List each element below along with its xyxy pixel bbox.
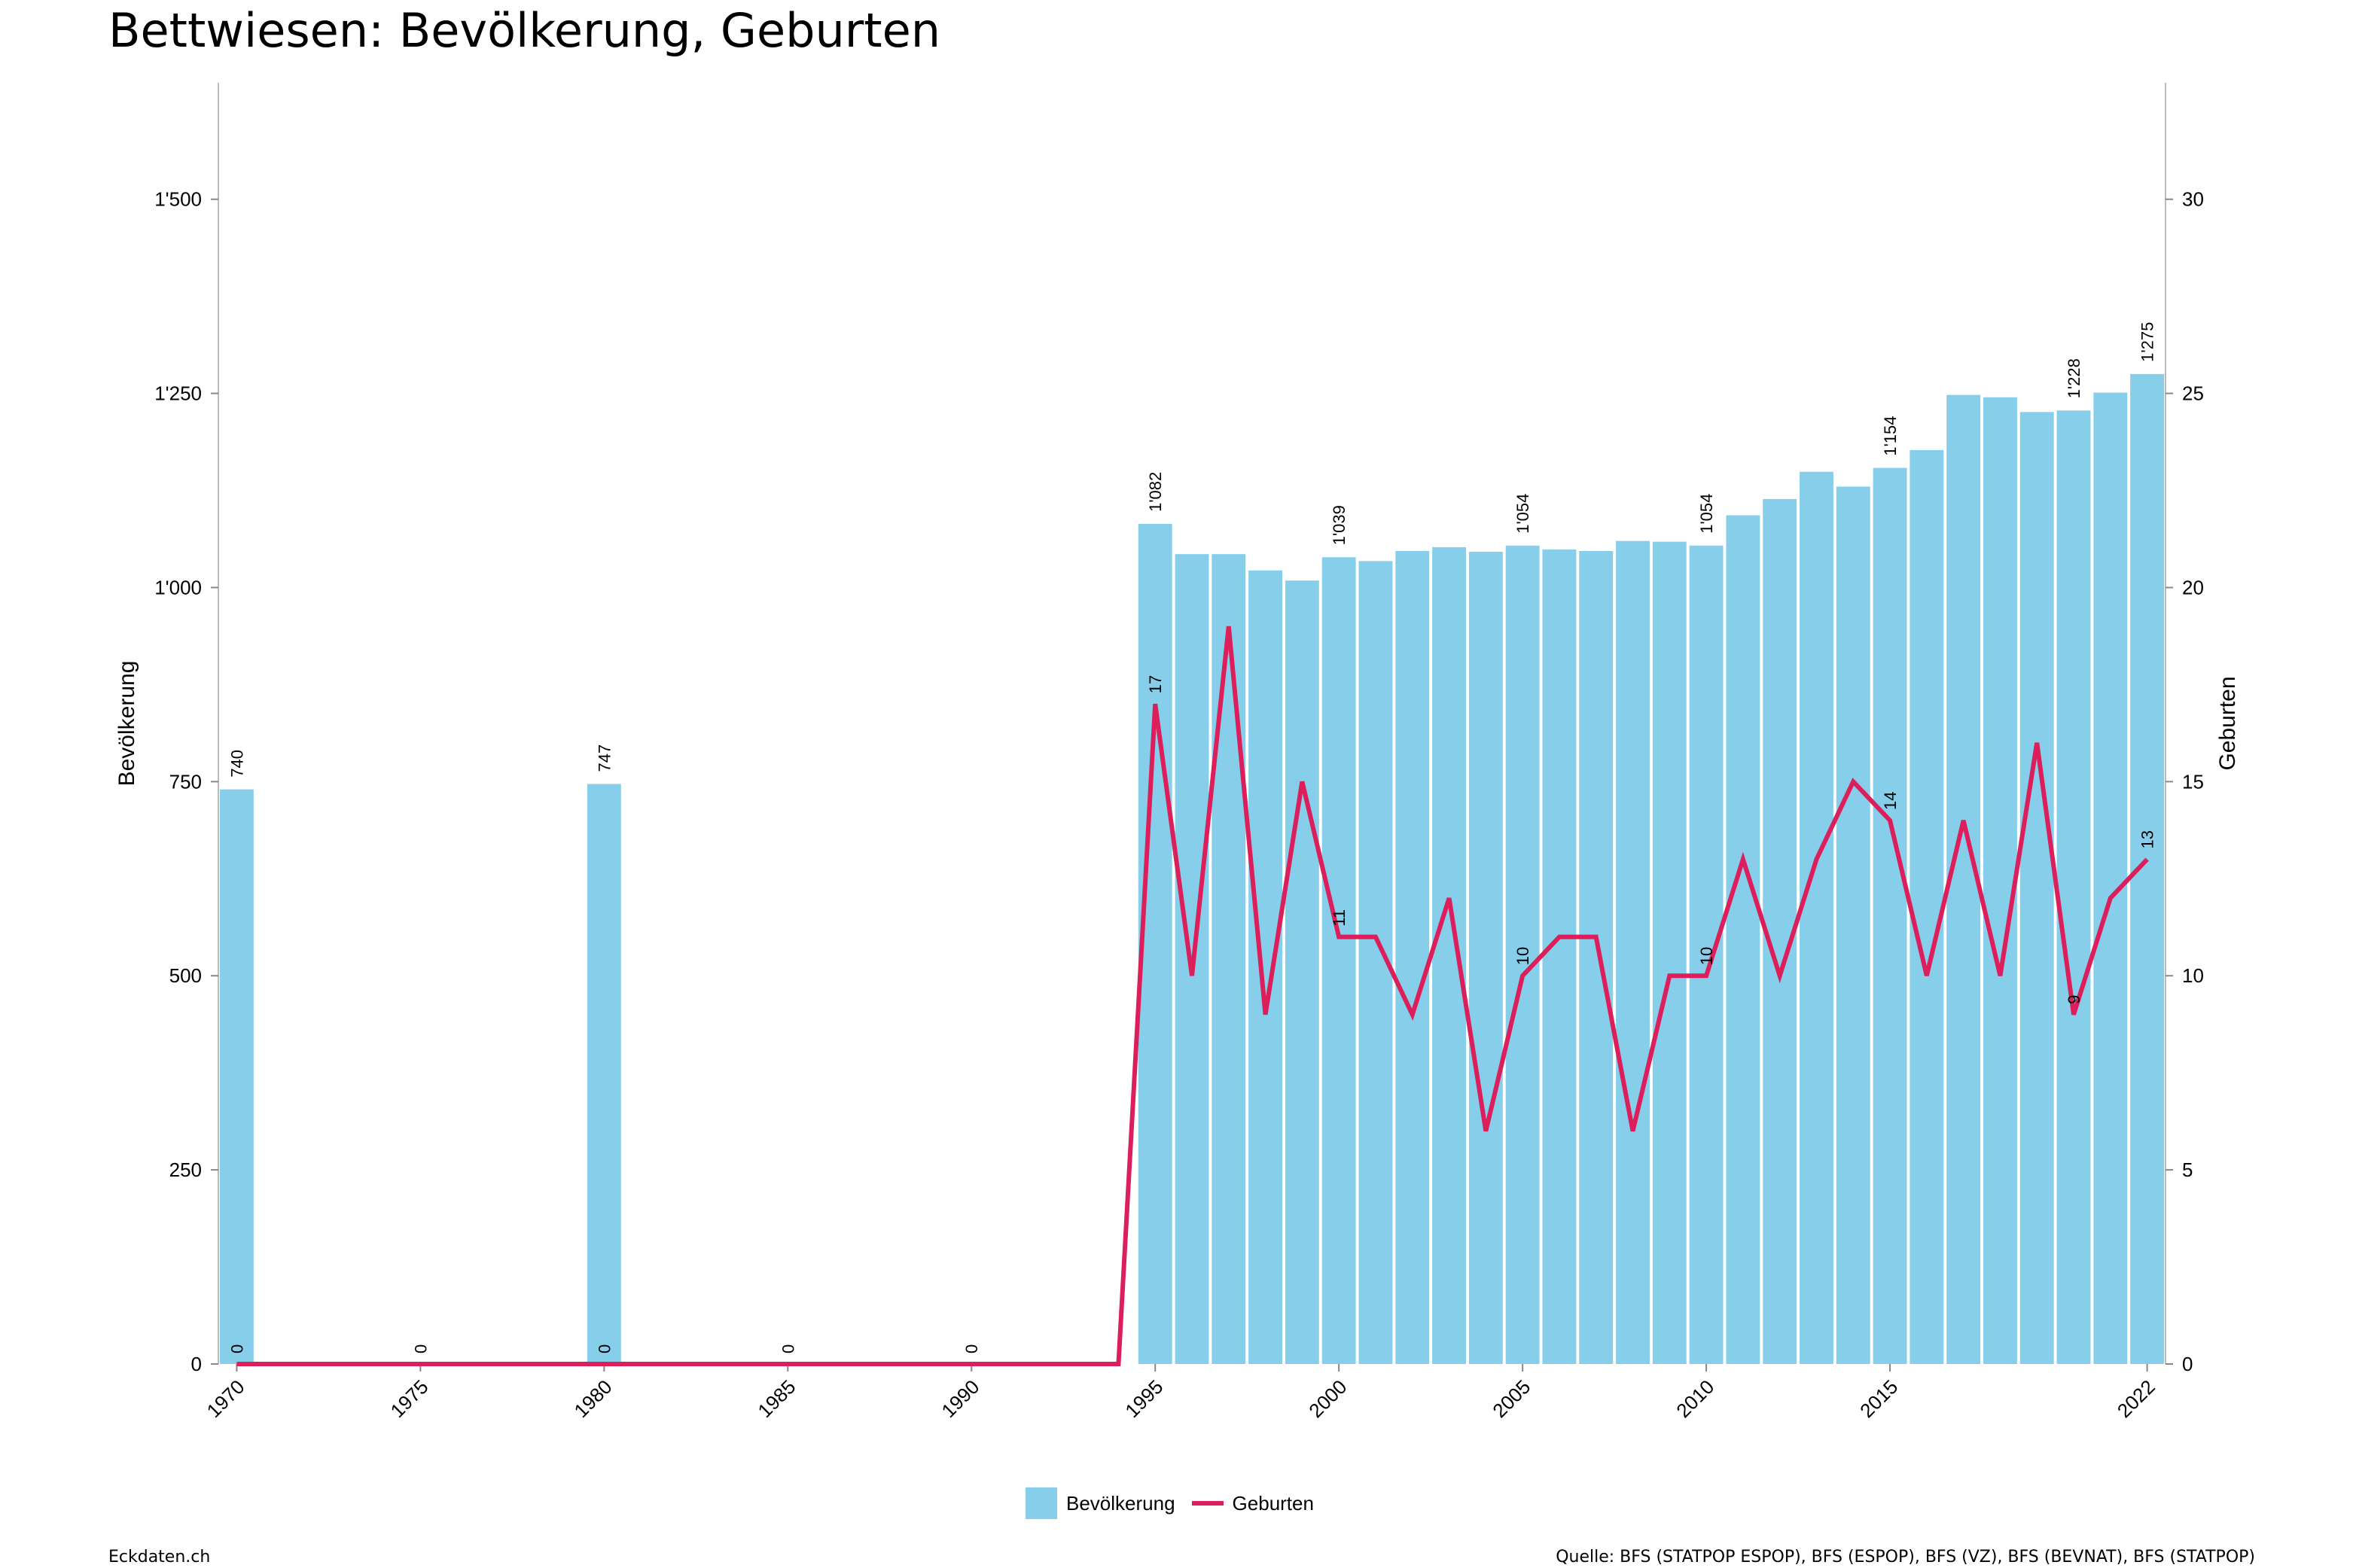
bar-bevoelkerung <box>1836 486 1870 1364</box>
line-value-label: 17 <box>1146 675 1165 693</box>
x-tick-label: 2010 <box>1672 1375 1718 1422</box>
x-tick-label: 1995 <box>1120 1375 1167 1422</box>
bar-bevoelkerung <box>1505 545 1540 1365</box>
line-geburten <box>236 626 2149 1366</box>
bar-bevoelkerung <box>1652 541 1687 1364</box>
line-value-label: 13 <box>2138 830 2157 848</box>
legend-label-bevoelkerung: Bevölkerung <box>1066 1491 1175 1515</box>
bar-bevoelkerung <box>1873 467 1907 1364</box>
legend: Bevölkerung Geburten <box>1026 1487 1314 1519</box>
bar-bevoelkerung <box>2093 392 2128 1365</box>
line-value-label: 0 <box>962 1344 981 1353</box>
x-tick-label: 1985 <box>753 1375 800 1422</box>
y2-tick-label: 10 <box>2182 964 2204 987</box>
bar-bevoelkerung <box>1983 397 2017 1364</box>
y-tick-label: 250 <box>169 1158 202 1181</box>
footer-brand: Eckdaten.ch <box>108 1548 211 1566</box>
bar-bevoelkerung <box>587 784 621 1364</box>
y-tick-label: 0 <box>191 1353 202 1375</box>
bar-bevoelkerung <box>1248 570 1283 1364</box>
line-value-label: 10 <box>1513 947 1532 965</box>
bar-value-label: 1'154 <box>1881 416 1900 455</box>
bar-value-label: 740 <box>227 750 246 778</box>
line-value-label: 0 <box>227 1344 246 1353</box>
y-tick-label: 1'000 <box>154 576 202 598</box>
bar-value-label: 1'054 <box>1697 494 1716 534</box>
line-value-label: 9 <box>2065 995 2083 1004</box>
line-value-label: 10 <box>1697 947 1716 965</box>
bar-value-label: 1'228 <box>2065 358 2083 398</box>
y-tick-label: 500 <box>169 964 202 987</box>
x-tick-label: 2015 <box>1855 1375 1902 1422</box>
x-tick-label: 2000 <box>1304 1375 1351 1422</box>
bar-value-label: 1'275 <box>2138 322 2157 362</box>
y2-tick-label: 5 <box>2182 1158 2193 1181</box>
legend-swatch-geburten <box>1191 1501 1224 1506</box>
bar-bevoelkerung <box>2056 410 2091 1365</box>
bar-bevoelkerung <box>1946 394 1981 1364</box>
bar-bevoelkerung <box>1468 552 1503 1364</box>
bar-bevoelkerung <box>1212 554 1246 1365</box>
bar-bevoelkerung <box>2019 412 2054 1364</box>
bar-value-label: 1'039 <box>1330 505 1349 545</box>
bar-bevoelkerung <box>1285 580 1319 1365</box>
bar-bevoelkerung <box>1800 471 1833 1364</box>
line-value-label: 14 <box>1881 791 1900 809</box>
y2-tick-label: 15 <box>2182 770 2204 793</box>
y2-tick-label: 25 <box>2182 382 2204 405</box>
bar-bevoelkerung <box>1542 549 1577 1364</box>
chart-title: Bettwiesen: Bevölkerung, Geburten <box>108 3 941 58</box>
bar-bevoelkerung <box>1616 540 1650 1364</box>
bar-bevoelkerung <box>1726 515 1760 1364</box>
legend-label-geburten: Geburten <box>1232 1491 1314 1515</box>
x-tick-label: 1975 <box>386 1375 432 1422</box>
x-tick-label: 2005 <box>1488 1375 1535 1422</box>
bar-bevoelkerung <box>1579 551 1614 1364</box>
y2-tick-label: 20 <box>2182 576 2204 598</box>
x-tick-label: 2022 <box>2113 1375 2159 1422</box>
bar-value-label: 1'054 <box>1513 494 1532 534</box>
line-value-label: 11 <box>1330 909 1349 927</box>
x-tick-label: 1990 <box>937 1375 983 1422</box>
line-value-label: 0 <box>779 1344 797 1353</box>
bar-bevoelkerung <box>1910 449 1944 1364</box>
bar-value-label: 747 <box>595 744 614 772</box>
y-tick-label: 750 <box>169 770 202 793</box>
footer-source: Quelle: BFS (STATPOP ESPOP), BFS (ESPOP)… <box>1556 1548 2255 1566</box>
y2-axis-title: Geburten <box>2215 676 2240 770</box>
bar-bevoelkerung <box>1321 557 1356 1364</box>
line-value-label: 0 <box>595 1344 614 1353</box>
legend-swatch-bevoelkerung <box>1026 1487 1057 1519</box>
x-tick-label: 1970 <box>203 1375 249 1422</box>
x-tick-label: 1980 <box>569 1375 616 1422</box>
bar-bevoelkerung <box>219 789 254 1364</box>
y2-tick-label: 0 <box>2182 1353 2193 1375</box>
bar-bevoelkerung <box>1689 545 1724 1365</box>
bar-bevoelkerung <box>1395 551 1430 1364</box>
y2-tick-label: 30 <box>2182 188 2204 211</box>
y-tick-label: 1'500 <box>154 188 202 211</box>
bar-bevoelkerung <box>1432 547 1466 1364</box>
y-axis-title: Bevölkerung <box>114 661 139 787</box>
line-value-label: 0 <box>411 1344 430 1353</box>
y-tick-label: 1'250 <box>154 382 202 405</box>
bar-bevoelkerung <box>1763 498 1797 1365</box>
bar-value-label: 1'082 <box>1146 472 1165 512</box>
